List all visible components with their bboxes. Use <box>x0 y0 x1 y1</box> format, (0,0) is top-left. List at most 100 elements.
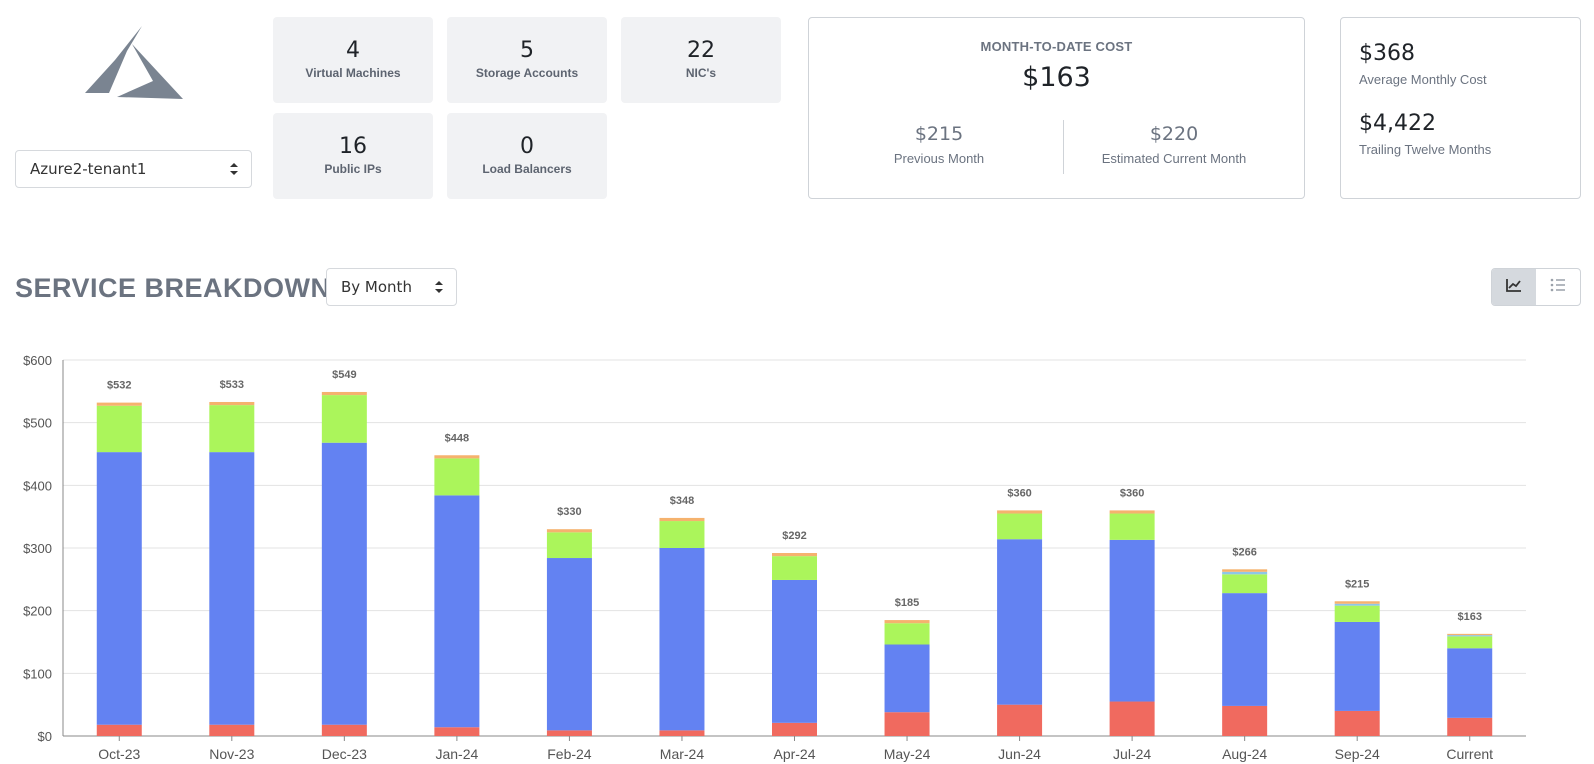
bar-segment <box>1447 633 1493 636</box>
bar-segment <box>1222 705 1268 736</box>
average-monthly-value: $368 <box>1359 41 1415 66</box>
x-tick-label: Mar-24 <box>660 746 705 762</box>
bar-segment <box>209 452 255 725</box>
bar-total-label: $330 <box>557 506 581 518</box>
y-tick-label: $400 <box>23 478 52 493</box>
y-tick-label: $200 <box>23 604 52 619</box>
stat-nics: 22 NIC's <box>621 17 781 103</box>
bar-segment <box>1109 513 1155 540</box>
x-tick-label: Current <box>1446 746 1493 762</box>
azure-logo <box>85 26 183 101</box>
bar-total-label: $533 <box>220 379 244 391</box>
bar-total-label: $532 <box>107 380 131 392</box>
bar-segment <box>1109 701 1155 736</box>
bar-segment <box>209 401 255 406</box>
stat-label: Load Balancers <box>482 162 572 176</box>
bar-segment <box>321 724 367 736</box>
bar-segment <box>1109 539 1155 702</box>
bar-segment <box>434 495 480 728</box>
estimated-label: Estimated Current Month <box>1101 151 1247 166</box>
bar-segment <box>1222 574 1268 594</box>
month-to-date-card: MONTH-TO-DATE COST $163 $215 Previous Mo… <box>808 17 1305 199</box>
mtd-value: $163 <box>1022 62 1091 93</box>
bar-segment <box>546 558 592 731</box>
bar-segment <box>997 704 1043 736</box>
x-tick-label: Feb-24 <box>547 746 592 762</box>
trailing-twelve-value: $4,422 <box>1359 111 1436 136</box>
stat-label: Storage Accounts <box>475 66 579 80</box>
x-tick-label: May-24 <box>884 746 931 762</box>
bar-segment <box>1447 717 1493 736</box>
y-tick-label: $100 <box>23 666 52 681</box>
divider <box>1063 120 1064 174</box>
list-icon <box>1550 278 1566 297</box>
bar-segment <box>96 452 142 725</box>
stat-label: NIC's <box>685 66 717 80</box>
x-tick-label: Sep-24 <box>1335 746 1380 762</box>
bar-segment <box>434 727 480 736</box>
list-view-button[interactable] <box>1536 269 1580 305</box>
x-tick-label: Oct-23 <box>98 746 140 762</box>
y-tick-label: $600 <box>23 353 52 368</box>
bar-segment <box>434 458 480 496</box>
bar-segment <box>997 510 1043 514</box>
bar-segment <box>1222 593 1268 706</box>
x-tick-label: Jun-24 <box>998 746 1041 762</box>
chart-view-button[interactable] <box>1492 269 1536 305</box>
stat-value: 22 <box>687 38 715 63</box>
bar-segment <box>1447 636 1493 649</box>
bar-segment <box>884 620 930 624</box>
tenant-select[interactable]: Azure2-tenant1 <box>15 150 252 188</box>
bar-segment <box>1109 510 1155 514</box>
bar-segment <box>1334 710 1380 736</box>
bar-segment <box>1334 621 1380 711</box>
bar-segment <box>1334 601 1380 604</box>
bar-segment <box>659 521 705 548</box>
bar-total-label: $360 <box>1007 487 1031 499</box>
stat-value: 4 <box>346 38 360 63</box>
bar-segment <box>659 730 705 736</box>
bar-segment <box>1222 571 1268 575</box>
y-tick-label: $300 <box>23 541 52 556</box>
service-breakdown-chart: $0 $100 $200 $300 $400 $500 $600 $532 Oct-23 $533… <box>23 353 1526 762</box>
stat-value: 5 <box>520 38 534 63</box>
bar-segment <box>546 730 592 736</box>
bar-segment <box>209 724 255 736</box>
bar-segment <box>772 579 817 723</box>
stat-storage-accounts: 5 Storage Accounts <box>447 17 607 103</box>
period-select[interactable]: By Month <box>326 268 457 306</box>
bar-segment <box>1334 605 1380 622</box>
stat-public-ips: 16 Public IPs <box>273 113 433 199</box>
stat-value: 0 <box>520 134 534 159</box>
bar-segment <box>997 539 1043 705</box>
bar-segment <box>659 548 705 731</box>
y-tick-label: $500 <box>23 416 52 431</box>
bar-segment <box>1222 569 1268 572</box>
stat-label: Virtual Machines <box>305 66 401 80</box>
sort-arrows-icon <box>434 280 444 298</box>
period-select-value: By Month <box>341 278 412 296</box>
previous-month: $215 Previous Month <box>819 123 1059 166</box>
section-title: SERVICE BREAKDOWN <box>15 273 331 303</box>
bar-segment <box>1447 648 1493 718</box>
bar-segment <box>96 724 142 736</box>
x-tick-label: Dec-23 <box>322 746 367 762</box>
bar-segment <box>997 513 1043 540</box>
bar-segment <box>96 402 142 406</box>
bar-segment <box>321 442 367 725</box>
bar-total-label: $266 <box>1232 546 1256 558</box>
previous-month-value: $215 <box>914 123 964 145</box>
bar-segment <box>884 712 930 736</box>
bar-total-label: $163 <box>1457 611 1481 623</box>
x-tick-label: Aug-24 <box>1222 746 1267 762</box>
bar-segment <box>1334 603 1380 606</box>
bar-total-label: $292 <box>782 530 806 542</box>
x-tick-label: Jan-24 <box>435 746 478 762</box>
sort-arrows-icon <box>229 162 239 180</box>
stat-load-balancers: 0 Load Balancers <box>447 113 607 199</box>
bar-segment <box>546 532 592 559</box>
bar-segment <box>884 623 930 645</box>
bar-segment <box>321 391 367 396</box>
line-chart-icon <box>1506 278 1522 297</box>
stat-label: Public IPs <box>324 162 382 176</box>
